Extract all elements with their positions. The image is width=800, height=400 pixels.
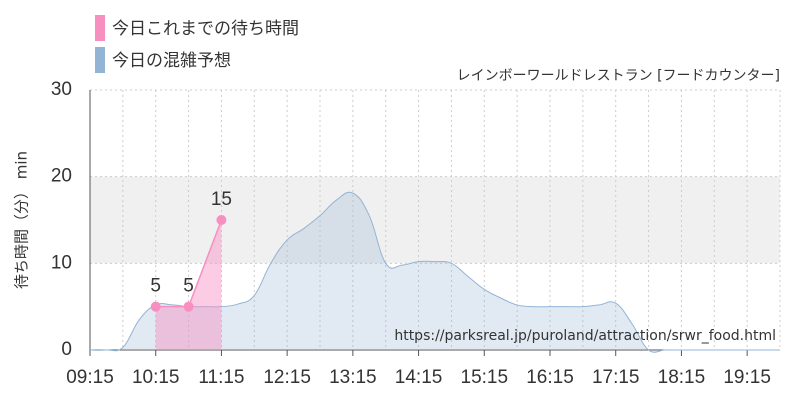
- y-tick-label: 0: [61, 339, 72, 360]
- data-label: 15: [211, 189, 232, 210]
- highlight-band: [90, 176, 780, 264]
- legend-swatch: [95, 47, 105, 73]
- x-tick-label: 18:15: [658, 367, 706, 388]
- forecast-line: [89, 191, 780, 353]
- x-tick-label: 11:15: [198, 367, 244, 388]
- actual-area: [155, 220, 222, 350]
- x-tick-label: 12:15: [263, 367, 311, 388]
- forecast-area: [90, 192, 780, 353]
- x-tick-label: 19:15: [723, 367, 771, 388]
- legend-swatch: [95, 15, 105, 41]
- data-point: [150, 301, 161, 312]
- data-label: 5: [150, 276, 161, 297]
- x-tick-label: 15:15: [461, 367, 509, 388]
- watermark: https://parksreal.jp/puroland/attraction…: [394, 328, 776, 344]
- x-tick-label: 13:15: [329, 367, 377, 388]
- y-axis-label: 待ち時間（分） min: [13, 151, 31, 289]
- x-tick-label: 10:15: [132, 367, 180, 388]
- chart-subtitle: レインボーワールドレストラン [フードカウンター]: [457, 68, 780, 84]
- data-label: 5: [183, 276, 194, 297]
- x-tick-label: 09:15: [66, 367, 114, 388]
- x-tick-label: 16:15: [526, 367, 574, 388]
- y-tick-label: 30: [51, 79, 72, 100]
- legend-label: 今日これまでの待ち時間: [112, 19, 299, 39]
- y-tick-label: 20: [51, 166, 72, 187]
- x-tick-label: 17:15: [592, 367, 640, 388]
- y-tick-label: 10: [51, 252, 72, 273]
- data-point: [183, 301, 194, 312]
- x-tick-label: 14:15: [395, 367, 443, 388]
- data-point: [216, 215, 227, 225]
- legend-label: 今日の混雑予想: [112, 51, 231, 71]
